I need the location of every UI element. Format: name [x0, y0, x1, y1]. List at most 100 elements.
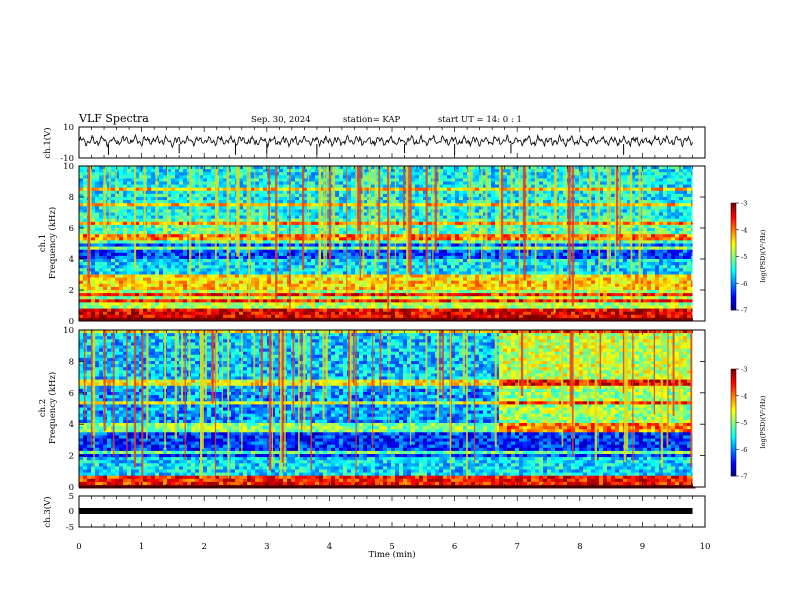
spectrogram-cell	[395, 175, 400, 179]
spectrogram-cell	[647, 166, 652, 170]
spectrogram-cell	[619, 190, 624, 195]
spectrogram-cell	[663, 197, 668, 201]
spectrogram-cell	[439, 200, 444, 204]
spectrogram-cell	[531, 166, 536, 170]
spectrogram-cell	[267, 234, 272, 238]
spectrogram-cell	[507, 197, 512, 201]
spectrogram-cell	[527, 246, 532, 251]
spectrogram-cell	[303, 259, 308, 263]
spectrogram-cell	[151, 237, 156, 241]
spectrogram-cell	[447, 169, 452, 173]
spectrogram-cell	[95, 237, 100, 241]
spectrogram-cell	[79, 218, 84, 223]
spectrogram-cell	[495, 234, 500, 238]
spectrogram-cell	[619, 193, 624, 198]
spectrogram-cell	[443, 187, 448, 192]
spectrogram-cell	[419, 237, 424, 241]
spectrogram-cell	[355, 246, 360, 251]
spectrogram-cell	[495, 203, 500, 207]
spectrogram-cell	[627, 178, 632, 182]
spectrogram-cell	[351, 175, 356, 179]
spectrogram-cell	[127, 187, 132, 192]
spectrogram-cell	[315, 240, 320, 244]
spectrogram-cell	[443, 215, 448, 220]
spectrogram-cell	[487, 172, 492, 176]
spectrogram-cell	[147, 184, 152, 189]
spectrogram-cell	[451, 234, 456, 238]
spectrogram-cell	[207, 169, 212, 173]
spectrogram-cell	[199, 240, 204, 244]
spectrogram-cell	[95, 169, 100, 173]
spectrogram-cell	[483, 169, 488, 173]
spectrogram-cell	[651, 175, 656, 179]
spectrogram-cell	[311, 234, 316, 238]
spectrogram-cell	[79, 166, 84, 170]
spectrogram-cell	[503, 175, 508, 179]
spectrogram-cell	[375, 212, 380, 216]
spectrogram-cell	[191, 259, 196, 263]
spectrogram-cell	[163, 175, 168, 179]
spectrogram-cell	[139, 221, 144, 226]
spectrogram-cell	[295, 206, 300, 210]
spectrogram-cell	[119, 209, 124, 213]
spectrogram-cell	[639, 249, 644, 254]
spectrogram-cell	[131, 262, 136, 266]
spectrogram-cell	[207, 240, 212, 244]
spectrogram-cell	[211, 252, 216, 257]
spectrogram-cell	[595, 203, 600, 207]
spectrogram-cell	[547, 224, 552, 229]
spectrogram-cell	[347, 212, 352, 216]
spectrogram-cell	[683, 187, 688, 192]
spectrogram-cell	[127, 252, 132, 257]
spectrogram-cell	[299, 240, 304, 244]
spectrogram-cell	[635, 175, 640, 179]
spectrogram-cell	[451, 228, 456, 232]
spectrogram-cell	[347, 262, 352, 266]
spectrogram-cell	[391, 197, 396, 201]
spectrogram-cell	[291, 218, 296, 223]
spectrogram-cell	[543, 255, 548, 260]
spectrogram-cell	[419, 166, 424, 170]
spectrogram-cell	[375, 231, 380, 235]
spectrogram-cell	[215, 246, 220, 251]
spectrogram-cell	[515, 259, 520, 263]
spectrogram-cell	[687, 175, 692, 179]
spectrogram-cell	[335, 203, 340, 207]
spectrogram-cell	[435, 240, 440, 244]
spectrogram-cell	[591, 184, 596, 189]
spectrogram-cell	[359, 246, 364, 251]
spectrogram-cell	[399, 228, 404, 232]
spectrogram-cell	[603, 243, 608, 247]
spectrogram-cell	[675, 215, 680, 220]
spectrogram-cell	[307, 193, 312, 198]
spectrogram-cell	[563, 184, 568, 189]
spectrogram-cell	[563, 218, 568, 223]
spectrogram-cell	[635, 231, 640, 235]
spectrogram-cell	[451, 197, 456, 201]
spectrogram-cell	[79, 252, 84, 257]
spectrogram-cell	[231, 190, 236, 195]
spectrogram-cell	[607, 200, 612, 204]
spectrogram-cell	[635, 169, 640, 173]
spectrogram-cell	[399, 221, 404, 226]
spectrogram-cell	[95, 193, 100, 198]
spectrogram-cell	[607, 228, 612, 232]
spectrogram-cell	[631, 190, 636, 195]
spectrogram-cell	[675, 175, 680, 179]
spectrogram-cell	[583, 169, 588, 173]
spectrogram-cell	[251, 209, 256, 213]
spectrogram-cell	[683, 221, 688, 226]
spectrogram-cell	[487, 218, 492, 223]
spectrogram-cell	[527, 172, 532, 176]
spectrogram-cell	[307, 169, 312, 173]
spectrogram-cell	[347, 166, 352, 170]
spectrogram-cell	[647, 172, 652, 176]
spectrogram-cell	[463, 212, 468, 216]
spectrogram-cell	[491, 224, 496, 229]
spectrogram-cell	[687, 187, 692, 192]
spectrogram-cell	[99, 166, 104, 170]
spectrogram-cell	[175, 203, 180, 207]
spectrogram-cell	[419, 203, 424, 207]
spectrogram-cell	[379, 255, 384, 260]
